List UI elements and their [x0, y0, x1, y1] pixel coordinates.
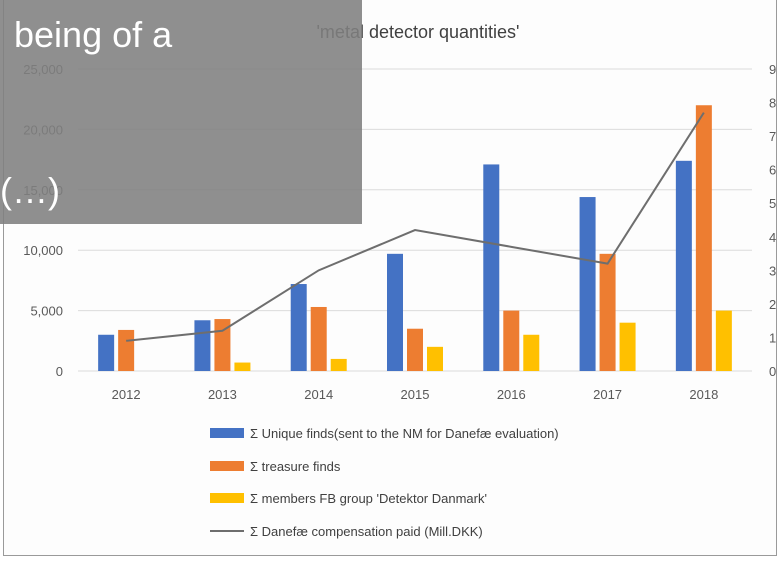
x-tick-label: 2016 [497, 387, 526, 402]
bar [427, 346, 443, 371]
y2-tick-label: 5 [769, 196, 776, 211]
bar [619, 322, 636, 371]
bar [503, 310, 520, 371]
x-tick-label: 2012 [112, 387, 141, 402]
y2-tick-label: 9 [769, 62, 776, 77]
y2-tick-label: 6 [769, 163, 776, 178]
legend-label: Σ Unique finds(sent to the NM for Danefæ… [250, 426, 559, 441]
chart-title: 'metal detector quantities' [317, 22, 520, 42]
x-axis: 2012 2013 2014 2015 2016 2017 2018 [112, 387, 719, 402]
x-tick-label: 2017 [593, 387, 622, 402]
y2-tick-label: 8 [769, 96, 776, 111]
bar [98, 334, 115, 371]
legend-swatch [210, 493, 244, 503]
bar [695, 105, 712, 372]
bar [579, 197, 596, 371]
bar [118, 329, 135, 371]
bar [523, 334, 540, 371]
x-tick-label: 2018 [689, 387, 718, 402]
legend-label: Σ treasure finds [250, 459, 341, 474]
caption-overlay: being of a (…) [0, 0, 362, 224]
overlay-text-line2: (…) [0, 170, 60, 211]
series-line [126, 112, 705, 342]
y2-tick-label: 1 [769, 330, 776, 345]
x-tick-label: 2014 [304, 387, 333, 402]
y2-tick-label: 3 [769, 263, 776, 278]
bar [483, 164, 500, 371]
bar [599, 253, 616, 371]
legend-label: Σ members FB group 'Detektor Danmark' [250, 491, 487, 506]
overlay-text-line1: being of a [14, 14, 173, 55]
bar [675, 160, 692, 371]
legend-label: Σ Danefæ compensation paid (Mill.DKK) [250, 524, 483, 539]
y-tick-label: 5,000 [30, 304, 63, 319]
legend-swatch [210, 461, 244, 471]
bar [330, 358, 347, 371]
x-tick-label: 2015 [401, 387, 430, 402]
bar [194, 320, 211, 371]
bar [234, 362, 251, 371]
y-axis-right: 0 1 2 3 4 5 6 7 8 9 [769, 62, 776, 379]
y2-tick-label: 7 [769, 129, 776, 144]
legend: Σ Unique finds(sent to the NM for Danefæ… [210, 426, 559, 539]
x-tick-label: 2013 [208, 387, 237, 402]
y-tick-label: 10,000 [23, 243, 63, 258]
bar [407, 328, 423, 371]
bar [715, 310, 732, 371]
bar [310, 306, 327, 371]
y2-tick-label: 4 [769, 230, 776, 245]
bar [387, 253, 403, 371]
legend-swatch [210, 428, 244, 438]
y-tick-label: 0 [56, 364, 63, 379]
y2-tick-label: 0 [769, 364, 776, 379]
bar [290, 284, 307, 371]
y2-tick-label: 2 [769, 297, 776, 312]
compensation-line [126, 112, 705, 342]
